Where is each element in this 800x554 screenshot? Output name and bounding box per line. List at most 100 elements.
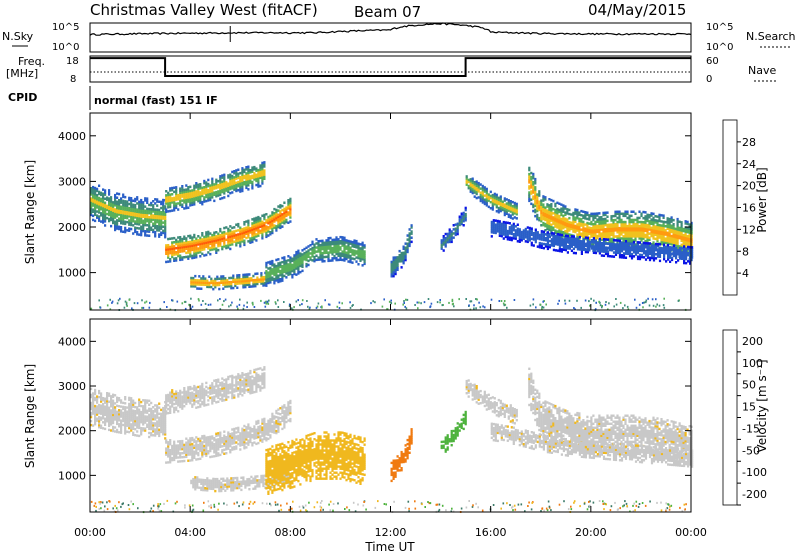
heat-cell xyxy=(291,257,294,260)
heat-cell xyxy=(173,196,176,200)
heat-cell xyxy=(363,250,366,253)
heat-cell xyxy=(670,228,673,232)
heat-cell xyxy=(197,189,200,193)
heat-cell xyxy=(92,394,95,397)
heat-cell xyxy=(507,213,510,216)
heat-cell xyxy=(255,229,258,232)
heat-cell xyxy=(333,254,336,258)
heat-cell xyxy=(255,173,258,177)
heat-cell xyxy=(106,198,109,201)
heat-cell xyxy=(648,213,651,217)
heat-cell xyxy=(669,256,672,259)
heat-cell xyxy=(144,417,147,420)
speckle xyxy=(607,308,609,311)
heat-cell xyxy=(261,235,264,238)
heat-cell xyxy=(363,260,366,264)
heat-cell xyxy=(140,419,143,422)
heat-cell xyxy=(313,247,316,251)
heat-cell xyxy=(239,184,242,187)
heat-cell xyxy=(261,174,264,177)
heat-cell xyxy=(648,216,651,219)
heat-cell xyxy=(297,268,300,271)
heat-cell xyxy=(134,199,137,203)
heat-cell xyxy=(552,232,555,235)
heat-cell xyxy=(499,205,502,209)
heat-cell xyxy=(229,243,232,247)
heat-cell xyxy=(644,225,647,228)
heat-cell xyxy=(132,415,135,418)
heat-cell xyxy=(578,211,581,214)
heat-cell xyxy=(235,235,238,239)
heat-cell xyxy=(572,228,575,231)
speckle xyxy=(645,299,648,302)
heat-cell xyxy=(622,220,625,224)
heat-cell xyxy=(652,227,655,230)
heat-cell xyxy=(195,255,198,259)
heat-cell xyxy=(524,236,527,239)
heat-cell xyxy=(524,231,527,235)
heat-cell xyxy=(242,273,245,277)
heat-cell xyxy=(628,254,632,258)
heat-cell xyxy=(503,209,506,213)
heat-cell xyxy=(150,216,153,219)
heat-cell xyxy=(158,432,161,436)
heat-cell xyxy=(686,226,689,230)
heat-cell xyxy=(458,217,461,220)
heat-cell xyxy=(185,188,188,191)
heat-cell xyxy=(676,242,679,246)
heat-cell xyxy=(568,225,571,228)
heat-cell xyxy=(138,210,141,214)
heat-cell xyxy=(212,279,215,283)
heat-cell xyxy=(676,232,679,235)
heat-cell xyxy=(256,278,259,282)
freq-left-bottom: 8 xyxy=(70,74,76,85)
heat-cell xyxy=(606,227,609,231)
heat-cell xyxy=(120,205,123,208)
heat-cell xyxy=(275,271,278,274)
heat-cell xyxy=(283,262,286,265)
speckle xyxy=(475,298,477,300)
speckle xyxy=(307,305,309,308)
heat-cell xyxy=(134,197,137,201)
heat-cell xyxy=(638,231,641,234)
heat-cell xyxy=(630,210,633,213)
heat-cell xyxy=(636,218,639,222)
heat-cell xyxy=(319,248,322,251)
heat-cell xyxy=(259,184,262,188)
heat-cell xyxy=(169,203,172,207)
heat-cell xyxy=(179,244,182,247)
heat-cell xyxy=(652,241,655,244)
heat-cell xyxy=(392,260,395,263)
heat-cell xyxy=(162,207,165,210)
heat-cell xyxy=(201,234,204,237)
heat-cell xyxy=(199,248,202,252)
heat-cell xyxy=(652,220,655,224)
heat-cell xyxy=(110,417,113,420)
heat-cell xyxy=(134,411,137,415)
heat-cell xyxy=(291,265,294,269)
heat-cell xyxy=(132,217,135,221)
speckle xyxy=(451,303,454,306)
heat-cell xyxy=(94,408,97,412)
heat-cell xyxy=(624,250,628,253)
heat-cell xyxy=(230,286,233,290)
heat-cell xyxy=(530,241,533,245)
heat-cell xyxy=(319,245,322,249)
heat-cell xyxy=(333,240,336,243)
heat-cell xyxy=(223,243,226,246)
speckle xyxy=(478,301,480,304)
heat-cell xyxy=(214,283,217,287)
heat-cell xyxy=(410,232,413,235)
heat-cell xyxy=(687,253,690,257)
heat-cell xyxy=(341,252,344,255)
heat-cell xyxy=(319,256,322,259)
heat-cell xyxy=(501,200,504,203)
heat-cell xyxy=(167,210,170,213)
speckle xyxy=(117,299,120,302)
heat-cell xyxy=(576,248,579,251)
heat-cell xyxy=(295,250,298,254)
heat-cell xyxy=(594,243,597,246)
heat-cell xyxy=(499,195,502,198)
heat-cell xyxy=(108,203,111,206)
heat-cell xyxy=(628,214,631,218)
